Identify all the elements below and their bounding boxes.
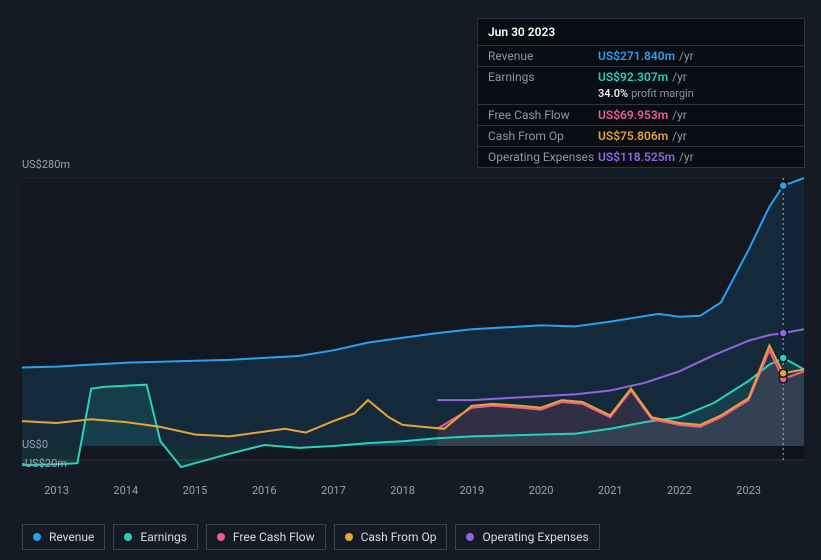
legend-label: Revenue bbox=[49, 530, 94, 544]
tooltip-amount: US$75.806m bbox=[598, 129, 668, 143]
legend-dot-icon bbox=[124, 533, 132, 541]
tooltip-amount: US$92.307m bbox=[598, 70, 668, 84]
tooltip-pm-value: 34.0% bbox=[598, 87, 628, 100]
tooltip-amount: US$69.953m bbox=[598, 108, 668, 122]
legend-label: Operating Expenses bbox=[482, 530, 588, 544]
x-axis-label: 2020 bbox=[529, 484, 554, 497]
tooltip-unit: /yr bbox=[672, 70, 687, 84]
legend-item-fcf[interactable]: Free Cash Flow bbox=[206, 524, 326, 550]
x-axis-label: 2019 bbox=[459, 484, 484, 497]
x-axis-label: 2017 bbox=[321, 484, 346, 497]
tooltip-date: Jun 30 2023 bbox=[478, 19, 804, 45]
legend-dot-icon bbox=[466, 533, 474, 541]
x-axis-label: 2014 bbox=[113, 484, 138, 497]
tooltip-row-opex: Operating Expenses US$118.525m/yr bbox=[478, 146, 804, 167]
tooltip-value: US$92.307m/yr bbox=[598, 70, 794, 84]
legend-label: Free Cash Flow bbox=[233, 530, 315, 544]
x-axis-label: 2013 bbox=[44, 484, 69, 497]
legend-dot-icon bbox=[345, 533, 353, 541]
legend-dot-icon bbox=[217, 533, 225, 541]
tooltip-value: US$75.806m/yr bbox=[598, 129, 794, 143]
tooltip-profit-margin: 34.0%profit margin bbox=[478, 87, 804, 104]
x-axis-label: 2018 bbox=[390, 484, 415, 497]
y-axis-label: US$0 bbox=[22, 438, 48, 451]
tooltip-unit: /yr bbox=[672, 129, 687, 143]
tooltip-label: Cash From Op bbox=[488, 129, 598, 143]
tooltip-label: Revenue bbox=[488, 49, 598, 63]
tooltip-card: Jun 30 2023 Revenue US$271.840m/yr Earni… bbox=[477, 18, 805, 168]
x-axis-label: 2016 bbox=[252, 484, 277, 497]
tooltip-label: Free Cash Flow bbox=[488, 108, 598, 122]
tooltip-value: US$271.840m/yr bbox=[598, 49, 794, 63]
tooltip-label: Earnings bbox=[488, 70, 598, 84]
tooltip-unit: /yr bbox=[679, 49, 694, 63]
tooltip-pm-label: profit margin bbox=[631, 87, 694, 100]
legend-dot-icon bbox=[33, 533, 41, 541]
tooltip-amount: US$118.525m bbox=[598, 150, 675, 164]
x-axis-label: 2021 bbox=[598, 484, 623, 497]
tooltip-unit: /yr bbox=[679, 150, 694, 164]
tooltip-value: US$118.525m/yr bbox=[598, 150, 794, 164]
y-axis-label: -US$20m bbox=[22, 457, 67, 470]
x-axis-label: 2023 bbox=[736, 484, 761, 497]
tooltip-value: US$69.953m/yr bbox=[598, 108, 794, 122]
tooltip-row-cfo: Cash From Op US$75.806m/yr bbox=[478, 125, 804, 146]
legend-label: Cash From Op bbox=[361, 530, 437, 544]
tooltip-row-revenue: Revenue US$271.840m/yr bbox=[478, 45, 804, 66]
legend-item-opex[interactable]: Operating Expenses bbox=[455, 524, 599, 550]
x-axis-label: 2015 bbox=[183, 484, 208, 497]
tooltip-row-earnings: Earnings US$92.307m/yr bbox=[478, 66, 804, 87]
tooltip-row-fcf: Free Cash Flow US$69.953m/yr bbox=[478, 104, 804, 125]
tooltip-label: Operating Expenses bbox=[488, 150, 598, 164]
y-axis-label: US$280m bbox=[22, 158, 70, 171]
legend-label: Earnings bbox=[140, 530, 187, 544]
legend-item-cfo[interactable]: Cash From Op bbox=[334, 524, 448, 550]
legend-item-revenue[interactable]: Revenue bbox=[22, 524, 105, 550]
chart-legend: Revenue Earnings Free Cash Flow Cash Fro… bbox=[22, 524, 600, 550]
tooltip-amount: US$271.840m bbox=[598, 49, 675, 63]
tooltip-unit: /yr bbox=[672, 108, 687, 122]
legend-item-earnings[interactable]: Earnings bbox=[113, 524, 198, 550]
x-axis-label: 2022 bbox=[667, 484, 692, 497]
